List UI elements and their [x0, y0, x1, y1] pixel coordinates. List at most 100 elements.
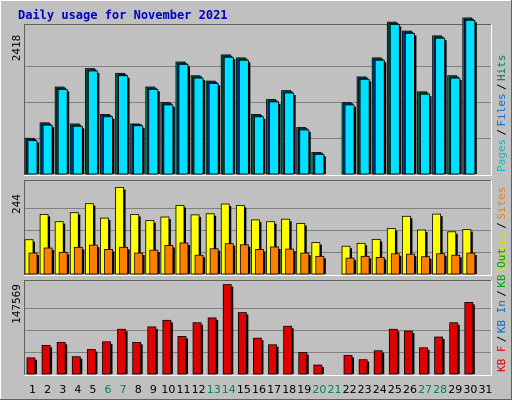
legend-item: KB In: [495, 300, 508, 333]
bar-kb-f: [237, 312, 247, 375]
day-label: 4: [74, 383, 81, 396]
bar-pages: [465, 19, 476, 175]
bar-pages: [27, 140, 38, 175]
chart-title: Daily usage for November 2021: [18, 8, 228, 22]
bar-sites: [194, 254, 204, 275]
bar-sites: [406, 253, 415, 275]
day-label: 24: [373, 383, 387, 396]
day-label: 1: [29, 383, 36, 396]
legend-item: Files: [495, 93, 508, 126]
bar-sites: [28, 252, 38, 275]
bar-sites: [421, 256, 430, 275]
legend-separator: /: [495, 222, 508, 229]
bar-kb-f: [222, 284, 232, 375]
bar-kb-f: [419, 347, 428, 375]
bar-kb-f: [434, 336, 444, 375]
day-label: 22: [343, 383, 357, 396]
day-label: 2: [44, 383, 51, 396]
bar-sites: [73, 246, 83, 275]
bar-sites: [360, 255, 370, 275]
legend-item: Sites: [495, 187, 508, 220]
day-label: 20: [312, 383, 326, 396]
bar-kb-f: [162, 319, 172, 375]
bar-pages: [133, 125, 144, 175]
bar-pages: [238, 59, 249, 175]
legend-hits-files-pages: Pages/Files/Hits: [495, 55, 508, 173]
bar-kb-f: [86, 349, 96, 375]
bar-pages: [223, 56, 234, 175]
bar-pages: [450, 77, 461, 175]
day-label: 16: [252, 383, 266, 396]
bar-sites: [149, 249, 159, 275]
bar-pages: [87, 70, 98, 175]
day-label: 13: [207, 383, 221, 396]
bar-pages: [148, 89, 159, 175]
max-label-visits-sites: 244: [10, 194, 23, 214]
day-label: 15: [237, 383, 251, 396]
day-label: 8: [135, 383, 142, 396]
bar-kb-f: [192, 322, 202, 375]
bar-pages: [374, 59, 385, 175]
bar-pages: [359, 78, 370, 175]
legend-visits-sites: Visits / Sites: [495, 187, 508, 272]
bar-pages: [208, 83, 219, 175]
bar-sites: [270, 246, 279, 275]
bar-pages: [405, 33, 415, 175]
bar-sites: [209, 248, 219, 275]
legend-item: KB Out: [495, 248, 508, 288]
legend-item: KB F: [495, 346, 508, 373]
legend-item: Pages: [495, 139, 508, 172]
bar-pages: [57, 89, 68, 175]
bar-sites: [451, 254, 461, 275]
bar-sites: [375, 257, 385, 275]
bar-pages: [389, 24, 400, 175]
panels-layer: 2418 Pages/Files/Hits 244 Visits / Sites 14756…: [10, 17, 508, 376]
max-label-kbytes: 147569: [10, 284, 23, 324]
bar-pages: [254, 116, 264, 175]
day-label: 17: [267, 383, 281, 396]
bar-sites: [239, 244, 249, 275]
day-label: 31: [478, 383, 492, 396]
bar-sites: [345, 257, 355, 275]
bar-pages: [42, 124, 53, 175]
day-label: 19: [297, 383, 311, 396]
legend-item: Visits: [495, 232, 508, 272]
bar-kb-f: [253, 337, 262, 375]
bar-pages: [344, 104, 355, 175]
bar-kb-f: [41, 344, 51, 375]
bar-sites: [134, 252, 144, 275]
bar-pages: [178, 64, 189, 175]
bar-kb-f: [358, 359, 368, 375]
legend-separator: /: [495, 336, 508, 343]
day-label: 28: [433, 383, 447, 396]
bar-sites: [285, 248, 295, 275]
bar-sites: [164, 245, 174, 275]
bar-kb-f: [298, 352, 308, 375]
bar-pages: [314, 153, 325, 175]
legend-kbytes: KB F / KB In / KB Out: [495, 248, 508, 372]
bar-pages: [72, 125, 83, 175]
bar-kb-f: [343, 355, 353, 375]
bar-kb-f: [373, 350, 383, 375]
bar-sites: [300, 252, 310, 275]
day-label: 6: [105, 383, 112, 396]
bar-sites: [104, 249, 113, 275]
bar-kb-f: [464, 302, 474, 375]
bar-kb-f: [117, 328, 126, 375]
max-label-hits-files-pages: 2418: [10, 35, 23, 62]
bar-pages: [299, 129, 310, 175]
bar-pages: [420, 93, 430, 175]
day-label: 29: [448, 383, 462, 396]
bar-kb-f: [56, 341, 66, 375]
day-label: 9: [150, 383, 157, 396]
bar-kb-f: [313, 364, 323, 375]
day-label: 11: [177, 383, 191, 396]
bar-kb-f: [102, 341, 111, 375]
bar-pages: [118, 75, 128, 175]
bar-pages: [163, 104, 174, 175]
day-label: 7: [120, 383, 127, 396]
day-label: 14: [222, 383, 236, 396]
legend-item: Hits: [495, 55, 508, 82]
bar-sites: [43, 247, 53, 275]
bar-kb-f: [404, 330, 413, 375]
